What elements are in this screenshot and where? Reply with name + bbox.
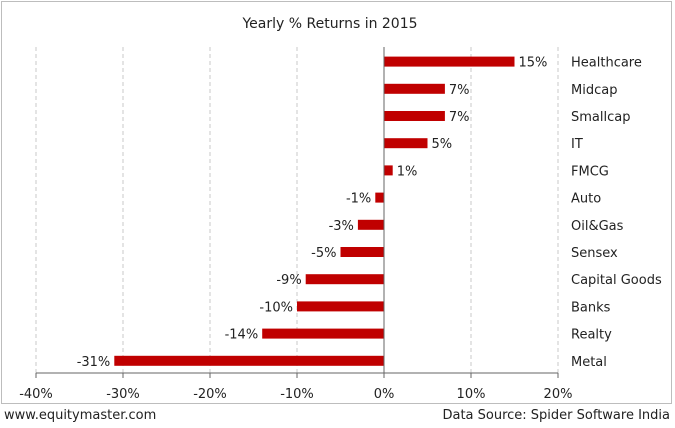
category-label: Oil&Gas [571,219,624,234]
x-tick-label: 20% [544,387,573,402]
bar [384,165,393,176]
data-label: 7% [449,83,470,98]
bar [384,56,515,67]
category-label: Banks [571,300,611,315]
data-label: 1% [397,164,418,179]
category-label: Auto [571,192,601,207]
category-label: Midcap [571,83,617,98]
category-label: IT [571,137,583,152]
x-tick-label: -30% [106,387,140,402]
site-url: www.equitymaster.com [4,408,157,423]
data-label: 7% [449,110,470,125]
bar [340,247,384,257]
data-label: 15% [519,56,548,71]
bar [375,192,384,203]
chart-title: Yearly % Returns in 2015 [241,16,417,32]
data-label: -9% [276,273,301,288]
data-label: -10% [259,300,293,315]
category-label: Smallcap [571,110,630,125]
bar [384,111,445,121]
data-label: -5% [311,246,336,261]
bar [114,355,385,366]
chart-frame [1,1,672,404]
x-tick-label: -10% [280,387,314,402]
x-tick-label: -20% [193,387,227,402]
category-label: Healthcare [571,56,642,71]
x-tick-label: -40% [19,387,53,402]
category-label: Sensex [571,246,618,261]
bar [305,274,384,285]
bar [384,83,445,94]
data-label: 5% [432,137,453,152]
x-tick-label: 10% [457,387,486,402]
data-label: -1% [346,192,371,207]
bar [384,138,428,149]
category-label: Capital Goods [571,273,662,288]
data-source: Data Source: Spider Software India [442,408,670,423]
category-label: Realty [571,328,612,343]
data-label: -3% [329,219,354,234]
bar [357,219,384,230]
category-label: Metal [571,355,607,370]
bar [262,328,384,339]
x-tick-label: 0% [374,387,395,402]
data-label: -31% [77,355,111,370]
category-label: FMCG [571,164,609,179]
data-label: -14% [225,328,259,343]
bar [297,301,384,312]
